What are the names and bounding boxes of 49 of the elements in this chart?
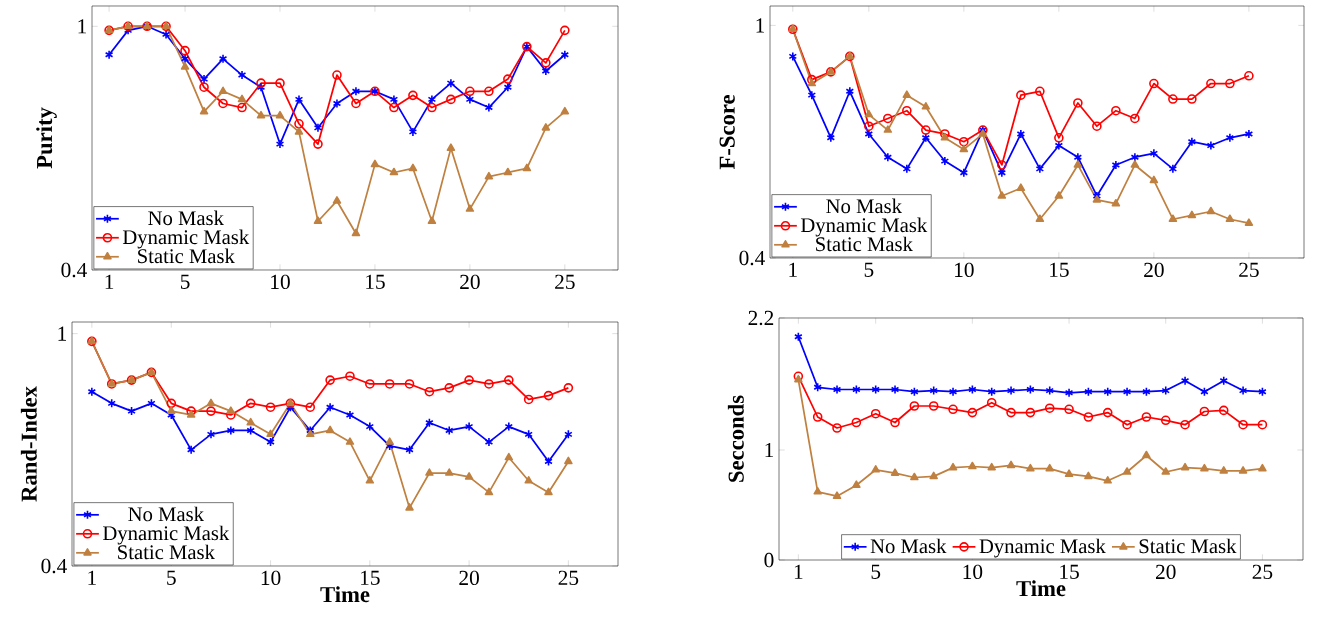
legend-label: Static Mask <box>138 248 235 264</box>
x-tick-label: 25 <box>555 274 575 290</box>
legend-label: Dynamic Mask <box>102 525 230 545</box>
x-tick-label: 5 <box>864 262 874 277</box>
y-axis-title: F-Score <box>719 95 735 170</box>
legend-label: Static Mask <box>1139 538 1237 554</box>
y-tick-label: 2.2 <box>748 310 774 326</box>
x-tick-label: 10 <box>271 274 290 290</box>
x-tick-label: 5 <box>871 564 881 579</box>
x-tick-label: 25 <box>1252 564 1273 580</box>
x-tick-label: 25 <box>1239 262 1259 278</box>
x-tick-label: 5 <box>180 274 190 289</box>
legend-label: No Mask <box>870 538 947 554</box>
x-tick-label: 10 <box>963 564 983 580</box>
y-tick-label: 1 <box>756 18 765 33</box>
legend-label: Dynamic Mask <box>122 229 250 249</box>
y-tick-label: 0.4 <box>41 558 67 574</box>
y-tick-label: 0.4 <box>61 262 87 278</box>
legend-label: No Mask <box>128 506 204 522</box>
x-axis-title: Time <box>1016 580 1066 597</box>
y-tick-label: 0.4 <box>739 250 765 266</box>
y-axis-title: Secconds <box>727 395 744 482</box>
x-tick-label: 1 <box>794 564 803 579</box>
x-tick-label: 20 <box>460 274 480 290</box>
y-axis-title: Purity <box>36 107 57 169</box>
y-tick-label: 0 <box>764 552 774 568</box>
x-tick-label: 15 <box>1060 564 1079 579</box>
legend-label: Dynamic Mask <box>800 217 928 237</box>
legend-label: No Mask <box>826 198 902 214</box>
x-tick-label: 20 <box>459 570 479 586</box>
y-tick-label: 1 <box>765 442 774 458</box>
x-tick-label: 10 <box>955 262 974 278</box>
x-tick-label: 10 <box>261 570 281 586</box>
legend-label: Static Mask <box>816 236 913 252</box>
x-tick-label: 20 <box>1156 564 1176 580</box>
x-tick-label: 15 <box>366 274 385 289</box>
x-tick-label: 15 <box>1050 262 1069 277</box>
legend-label: No Mask <box>148 210 224 226</box>
x-tick-label: 20 <box>1144 262 1164 278</box>
x-tick-label: 15 <box>361 570 380 585</box>
x-tick-label: 1 <box>105 274 114 289</box>
x-axis-title: Time <box>320 586 370 603</box>
x-tick-label: 1 <box>789 262 797 277</box>
y-axis-title: Rand-Index <box>20 386 37 502</box>
legend-label: Dynamic Mask <box>979 538 1106 558</box>
x-tick-label: 25 <box>558 570 579 586</box>
legend-label: Static Mask <box>118 544 215 560</box>
y-tick-label: 1 <box>58 326 67 341</box>
x-tick-label: 5 <box>167 570 176 585</box>
